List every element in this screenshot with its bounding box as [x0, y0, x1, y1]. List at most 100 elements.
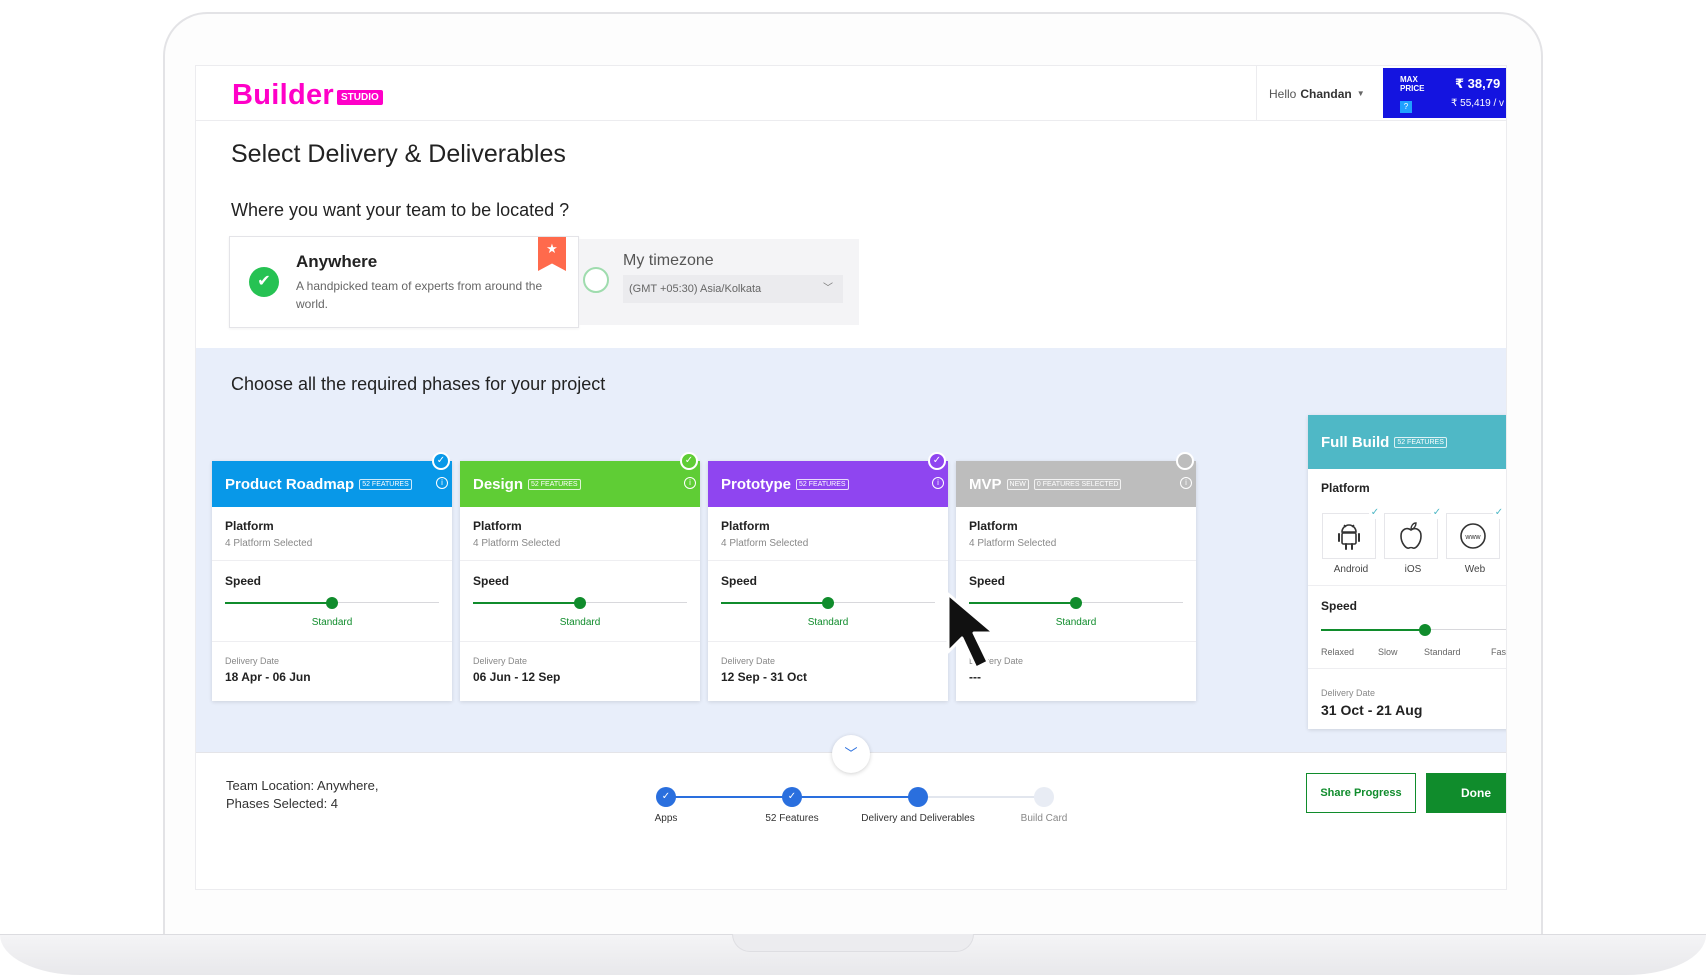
- delivery-date-label: Delivery Date: [473, 656, 528, 666]
- phase-card[interactable]: Prototype 52 FEATURES i ✓ Platform 4 Pla…: [708, 452, 948, 701]
- max-price-value: ₹ 38,79: [1455, 76, 1501, 91]
- features-badge: 52 FEATURES: [528, 478, 581, 490]
- chevron-down-icon: ﹀: [823, 283, 833, 294]
- step-delivery[interactable]: [908, 787, 928, 807]
- mouse-pointer-icon: [946, 592, 996, 670]
- features-badge: 52 FEATURES: [796, 478, 849, 490]
- full-build-speed-label: Speed: [1321, 599, 1358, 613]
- step-label: Apps: [654, 813, 678, 824]
- platform-android[interactable]: ✓ Android: [1322, 507, 1381, 575]
- user-menu[interactable]: Hello Chandan ▼: [1256, 66, 1365, 121]
- features-badge: 52 FEATURES: [359, 478, 412, 490]
- phase-card[interactable]: Product Roadmap 52 FEATURES i ✓ Platform…: [212, 452, 452, 701]
- speed-slider[interactable]: [721, 597, 935, 609]
- check-icon: ✓: [1431, 507, 1443, 519]
- speed-option-relaxed[interactable]: Relaxed: [1321, 647, 1355, 657]
- check-icon[interactable]: ✓: [928, 452, 946, 470]
- info-icon[interactable]: i: [684, 477, 696, 489]
- info-icon[interactable]: i: [1180, 477, 1192, 489]
- slider-knob[interactable]: [326, 597, 338, 609]
- location-option-anywhere[interactable]: ✔ Anywhere A handpicked team of experts …: [229, 236, 579, 328]
- timezone-value: (GMT +05:30) Asia/Kolkata: [629, 283, 762, 295]
- max-price-label: MAX PRICE: [1400, 75, 1424, 93]
- summary-team-location: Team Location: Anywhere,: [226, 778, 379, 793]
- platform-label: Platform: [969, 519, 1018, 533]
- android-icon: [1338, 524, 1360, 550]
- platform-name: Android: [1333, 564, 1369, 575]
- slider-knob[interactable]: [822, 597, 834, 609]
- phase-card-full-build[interactable]: Full Build 52 FEATURES Platform ✓: [1308, 415, 1507, 729]
- platform-sub: 4 Platform Selected: [225, 538, 313, 549]
- share-progress-button[interactable]: Share Progress: [1306, 773, 1416, 813]
- info-icon[interactable]: i: [932, 477, 944, 489]
- slider-knob[interactable]: [1070, 597, 1082, 609]
- speed-slider[interactable]: [473, 597, 687, 609]
- step-apps[interactable]: ✓: [656, 787, 676, 807]
- platform-list: ✓ Android: [1322, 507, 1506, 575]
- delivery-date-label: Delivery Date: [969, 656, 1024, 666]
- slider-knob[interactable]: [1418, 624, 1431, 636]
- timezone-select[interactable]: (GMT +05:30) Asia/Kolkata ﹀: [623, 275, 843, 303]
- speed-section: Speed Standard: [956, 561, 1196, 642]
- check-icon: ✔: [249, 267, 279, 297]
- caret-down-icon: ▼: [1356, 89, 1365, 98]
- step-connector: [666, 796, 792, 798]
- platform-ios[interactable]: ✓ iOS: [1384, 507, 1443, 575]
- full-build-speed-slider[interactable]: [1321, 624, 1506, 636]
- builder-studio-logo[interactable]: Builder STUDIO: [232, 79, 383, 112]
- slider-fill: [1321, 629, 1425, 631]
- location-option-timezone[interactable]: My timezone (GMT +05:30) Asia/Kolkata ﹀: [579, 239, 859, 325]
- delivery-date-label: Delivery Date: [225, 656, 280, 666]
- full-build-platform-label: Platform: [1321, 481, 1370, 495]
- page-title: Select Delivery & Deliverables: [231, 140, 566, 168]
- star-bookmark-icon: ★: [538, 237, 566, 271]
- done-button[interactable]: Done: [1426, 773, 1506, 813]
- phase-card[interactable]: Design 52 FEATURES i ✓ Platform 4 Platfo…: [460, 452, 700, 701]
- delivery-date-value: 18 Apr - 06 Jun: [225, 670, 311, 684]
- speed-value: Standard: [807, 617, 849, 628]
- chevron-down-icon[interactable]: ﹀: [832, 735, 870, 773]
- help-icon[interactable]: ?: [1400, 101, 1412, 113]
- check-icon: ✓: [1369, 507, 1381, 519]
- location-question: Where you want your team to be located ?: [231, 200, 570, 220]
- app-screen: Builder STUDIO Hello Chandan ▼ MAX PRICE…: [195, 65, 1507, 890]
- delivery-date-value: 12 Sep - 31 Oct: [721, 670, 808, 684]
- greeting-text: Hello: [1269, 86, 1297, 101]
- step-features[interactable]: ✓: [782, 787, 802, 807]
- phase-card[interactable]: MVP NEW 0 FEATURES SELECTED i Platform 4…: [956, 452, 1196, 701]
- platform-name: iOS: [1404, 564, 1422, 575]
- speed-label: Speed: [721, 574, 758, 588]
- platform-label: Platform: [473, 519, 522, 533]
- summary-phases-selected: Phases Selected: 4: [226, 796, 339, 811]
- divider: [1308, 585, 1506, 586]
- unchecked-circle-icon[interactable]: [1176, 452, 1194, 470]
- info-icon[interactable]: i: [436, 477, 448, 489]
- step-build-card[interactable]: [1034, 787, 1054, 807]
- speed-label: Speed: [473, 574, 510, 588]
- platform-web-box: ✓ www: [1446, 507, 1505, 559]
- speed-value: Standard: [1055, 617, 1097, 628]
- slider-knob[interactable]: [574, 597, 586, 609]
- platform-section: Platform 4 Platform Selected: [212, 507, 452, 561]
- speed-slider[interactable]: [969, 597, 1183, 609]
- secondary-price-value: ₹ 55,419 / v: [1451, 98, 1505, 109]
- speed-section: Speed Standard: [460, 561, 700, 642]
- progress-stepper: ✓ ✓ Apps 52 Features Delivery and Delive…: [654, 787, 1096, 827]
- check-icon[interactable]: ✓: [432, 452, 450, 470]
- speed-option-standard[interactable]: Standard: [1424, 647, 1461, 657]
- speed-slider[interactable]: [225, 597, 439, 609]
- selection-summary: Team Location: Anywhere, Phases Selected…: [226, 777, 378, 813]
- delivery-date-label: Delivery Date: [1321, 688, 1376, 698]
- price-summary[interactable]: MAX PRICE ? ₹ 38,79 ₹ 55,419 / v: [1383, 68, 1506, 118]
- platform-web[interactable]: ✓ www Web: [1446, 507, 1505, 575]
- logo-text: Builder: [232, 79, 334, 111]
- check-icon[interactable]: ✓: [680, 452, 698, 470]
- speed-label: Speed: [969, 574, 1006, 588]
- speed-option-fast[interactable]: Fas: [1491, 647, 1507, 657]
- phase-title: Product Roadmap: [225, 475, 355, 493]
- phase-card-header: Product Roadmap 52 FEATURES i ✓: [212, 452, 452, 507]
- anywhere-title: Anywhere: [296, 252, 378, 271]
- speed-option-slow[interactable]: Slow: [1378, 647, 1398, 657]
- timezone-radio[interactable]: [583, 267, 609, 293]
- check-icon: ✓: [1493, 507, 1505, 519]
